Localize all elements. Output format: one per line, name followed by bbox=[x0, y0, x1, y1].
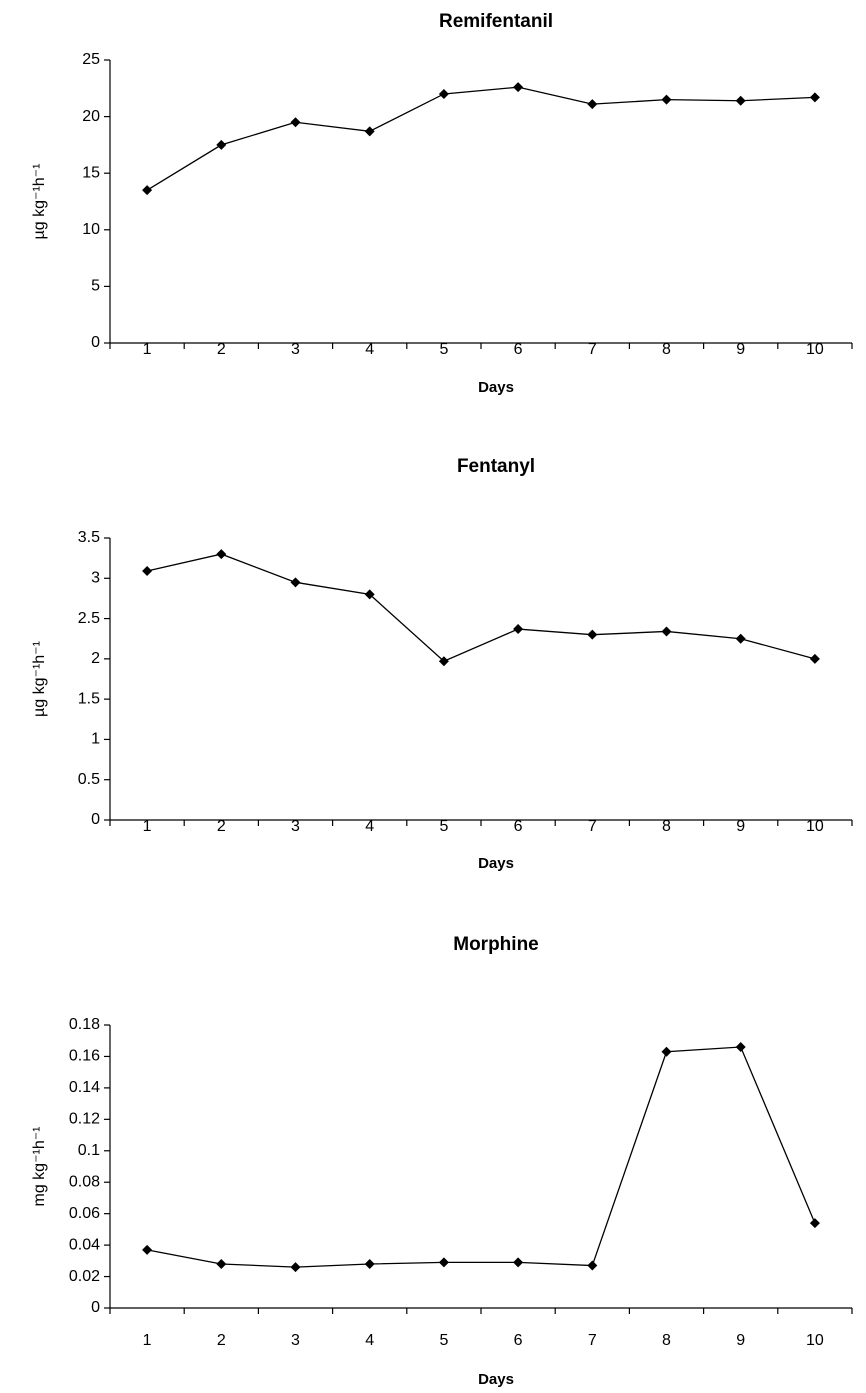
x-tick-label: 1 bbox=[143, 818, 152, 835]
y-tick-label: 0.02 bbox=[69, 1268, 100, 1285]
x-tick-label: 5 bbox=[439, 818, 448, 835]
data-point bbox=[290, 1262, 301, 1273]
y-tick-label: 0 bbox=[91, 1299, 100, 1316]
x-tick-label: 2 bbox=[217, 818, 226, 835]
y-tick-label: 0.5 bbox=[78, 771, 100, 788]
data-point bbox=[809, 653, 820, 664]
data-line bbox=[146, 553, 816, 663]
y-tick-label: 1 bbox=[91, 731, 100, 748]
y-axis-label: µg kg⁻¹h⁻¹ bbox=[31, 164, 48, 240]
data-point bbox=[142, 185, 153, 196]
y-tick-label: 0.16 bbox=[69, 1048, 100, 1065]
data-line bbox=[146, 86, 815, 191]
x-tick-label: 5 bbox=[439, 1332, 448, 1349]
x-tick-label: 8 bbox=[662, 341, 671, 358]
x-tick-label: 6 bbox=[514, 818, 523, 835]
y-tick-label: 2.5 bbox=[78, 610, 100, 627]
y-tick-label: 25 bbox=[82, 51, 100, 68]
data-point bbox=[735, 95, 746, 106]
data-point bbox=[661, 1046, 672, 1057]
y-tick-label: 0 bbox=[91, 811, 100, 828]
x-tick-label: 1 bbox=[143, 341, 152, 358]
x-tick-label: 8 bbox=[662, 818, 671, 835]
x-axis-label: Days bbox=[478, 1371, 514, 1388]
x-tick-label: 3 bbox=[291, 1332, 300, 1349]
x-tick-label: 3 bbox=[291, 818, 300, 835]
y-tick-label: 0.14 bbox=[69, 1079, 100, 1096]
x-tick-label: 7 bbox=[588, 341, 597, 358]
x-tick-label: 9 bbox=[736, 341, 745, 358]
data-point bbox=[142, 566, 153, 577]
data-point bbox=[513, 82, 524, 93]
y-tick-label: 0.1 bbox=[78, 1142, 100, 1159]
chart-title: Morphine bbox=[453, 934, 539, 955]
x-tick-label: 3 bbox=[291, 341, 300, 358]
data-point bbox=[661, 94, 672, 105]
x-tick-label: 2 bbox=[217, 341, 226, 358]
x-tick-label: 9 bbox=[736, 1332, 745, 1349]
x-tick-label: 4 bbox=[365, 341, 374, 358]
data-point bbox=[142, 1244, 153, 1255]
y-tick-label: 1.5 bbox=[78, 690, 100, 707]
x-tick-label: 6 bbox=[514, 341, 523, 358]
data-point bbox=[216, 139, 227, 150]
y-tick-label: 20 bbox=[82, 108, 100, 125]
y-tick-label: 3.5 bbox=[78, 529, 100, 546]
data-point bbox=[735, 1042, 746, 1053]
y-tick-label: 10 bbox=[82, 221, 100, 238]
data-point bbox=[809, 1218, 820, 1229]
y-tick-label: 5 bbox=[91, 278, 100, 295]
data-point bbox=[216, 1258, 227, 1269]
x-tick-label: 10 bbox=[806, 818, 824, 835]
data-point bbox=[809, 92, 820, 103]
x-tick-label: 10 bbox=[806, 341, 824, 358]
data-point bbox=[216, 549, 227, 560]
x-tick-label: 8 bbox=[662, 1332, 671, 1349]
x-tick-label: 10 bbox=[806, 1332, 824, 1349]
x-tick-label: 7 bbox=[588, 818, 597, 835]
y-tick-label: 0.08 bbox=[69, 1173, 100, 1190]
y-tick-label: 0.06 bbox=[69, 1205, 100, 1222]
data-point bbox=[735, 633, 746, 644]
x-tick-label: 1 bbox=[143, 1332, 152, 1349]
x-axis-label: Days bbox=[478, 379, 514, 396]
data-point bbox=[364, 589, 375, 600]
y-tick-label: 0.18 bbox=[69, 1016, 100, 1033]
x-tick-label: 2 bbox=[217, 1332, 226, 1349]
x-tick-label: 4 bbox=[365, 1332, 374, 1349]
data-point bbox=[513, 624, 524, 635]
data-point bbox=[438, 88, 449, 99]
y-tick-label: 0 bbox=[91, 334, 100, 351]
data-point bbox=[364, 1258, 375, 1269]
data-point bbox=[290, 117, 301, 128]
x-tick-label: 5 bbox=[439, 341, 448, 358]
data-point bbox=[661, 626, 672, 637]
data-point bbox=[587, 99, 598, 110]
x-tick-label: 6 bbox=[514, 1332, 523, 1349]
y-axis-label: µg kg⁻¹h⁻¹ bbox=[31, 641, 48, 717]
x-tick-label: 7 bbox=[588, 1332, 597, 1349]
data-point bbox=[364, 126, 375, 137]
data-line bbox=[146, 1046, 816, 1268]
chart-title: Fentanyl bbox=[457, 456, 535, 477]
y-tick-label: 15 bbox=[82, 164, 100, 181]
y-tick-label: 0.04 bbox=[69, 1236, 100, 1253]
data-point bbox=[290, 577, 301, 588]
y-tick-label: 2 bbox=[91, 650, 100, 667]
y-tick-label: 3 bbox=[91, 570, 100, 587]
data-point bbox=[438, 656, 449, 667]
data-point bbox=[513, 1257, 524, 1268]
x-axis-label: Days bbox=[478, 855, 514, 872]
x-tick-label: 9 bbox=[736, 818, 745, 835]
data-point bbox=[438, 1257, 449, 1268]
y-axis-label: mg kg⁻¹h⁻¹ bbox=[31, 1126, 48, 1206]
x-tick-label: 4 bbox=[365, 818, 374, 835]
data-point bbox=[587, 629, 598, 640]
y-tick-label: 0.12 bbox=[69, 1111, 100, 1128]
chart-title: Remifentanil bbox=[439, 11, 553, 32]
data-point bbox=[587, 1260, 598, 1271]
